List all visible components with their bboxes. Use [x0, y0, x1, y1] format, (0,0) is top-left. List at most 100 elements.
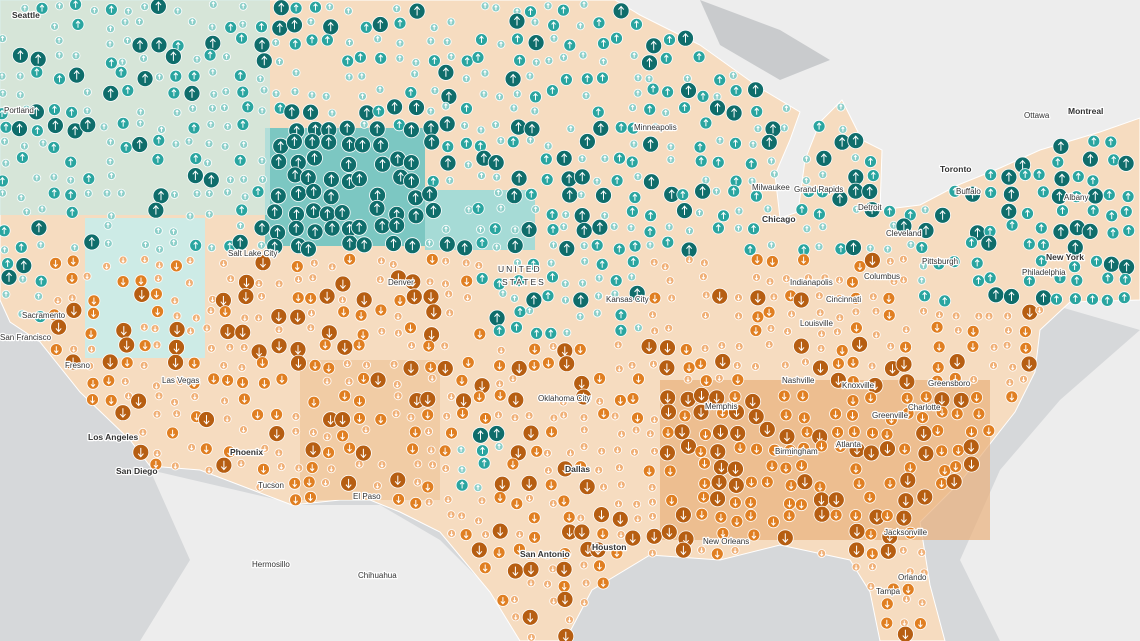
marker	[308, 428, 318, 437]
city-label: Seattle	[12, 10, 40, 20]
marker	[170, 296, 180, 306]
marker	[175, 377, 185, 387]
marker-arrow	[108, 139, 113, 145]
marker	[1034, 221, 1048, 235]
marker-arrow	[751, 141, 755, 147]
marker	[274, 325, 284, 335]
marker-arrow	[2, 138, 7, 144]
marker	[812, 119, 826, 133]
marker-arrow	[713, 393, 720, 404]
city-label: San Antonio	[520, 549, 570, 559]
marker-arrow	[595, 108, 601, 116]
marker-arrow	[754, 107, 760, 115]
city-label: Chihuahua	[358, 571, 397, 580]
marker	[64, 155, 78, 169]
marker	[460, 54, 474, 68]
marker-arrow	[534, 59, 538, 65]
marker-arrow	[800, 392, 806, 400]
marker-arrow	[904, 394, 910, 403]
marker	[274, 279, 284, 289]
marker	[225, 342, 235, 352]
marker	[309, 0, 322, 14]
marker-arrow	[629, 157, 635, 166]
marker	[235, 203, 249, 217]
marker-arrow	[262, 379, 267, 388]
marker	[521, 608, 539, 626]
marker	[253, 219, 271, 237]
marker-arrow	[613, 276, 619, 284]
marker-arrow	[139, 109, 143, 115]
marker	[479, 411, 492, 425]
marker-arrow	[954, 357, 961, 367]
marker-arrow	[596, 222, 603, 232]
marker-arrow	[1075, 172, 1081, 180]
marker	[902, 594, 911, 604]
marker-arrow	[936, 259, 942, 268]
marker	[34, 291, 43, 301]
marker-arrow	[653, 124, 658, 130]
marker-arrow	[804, 177, 808, 183]
marker-arrow	[52, 120, 59, 130]
marker	[969, 375, 979, 384]
marker-arrow	[275, 312, 282, 322]
marker	[762, 305, 776, 319]
marker-arrow	[109, 172, 114, 178]
marker-arrow	[85, 89, 90, 95]
marker	[493, 188, 503, 198]
marker	[368, 199, 386, 217]
marker	[658, 359, 676, 377]
marker	[555, 149, 573, 167]
marker	[83, 233, 101, 251]
marker-arrow	[339, 415, 346, 425]
marker	[579, 425, 589, 435]
marker-arrow	[444, 226, 448, 232]
marker	[120, 356, 134, 370]
marker-arrow	[1, 90, 5, 96]
marker-arrow	[325, 35, 330, 44]
marker	[373, 34, 383, 44]
marker-arrow	[478, 226, 483, 232]
marker-arrow	[545, 291, 551, 300]
marker-arrow	[636, 74, 640, 81]
marker-arrow	[551, 242, 556, 248]
marker	[119, 141, 133, 154]
marker-arrow	[462, 122, 467, 128]
marker-arrow	[618, 123, 624, 131]
marker	[676, 188, 690, 202]
marker-arrow	[408, 157, 415, 168]
marker-arrow	[498, 381, 502, 387]
marker	[505, 187, 523, 205]
marker	[715, 135, 725, 145]
marker	[579, 241, 589, 251]
marker	[169, 259, 183, 273]
marker	[835, 275, 844, 285]
marker-arrow	[361, 239, 368, 250]
marker	[930, 374, 944, 388]
marker-arrow	[460, 396, 467, 407]
marker	[642, 464, 656, 478]
marker-arrow	[479, 127, 483, 133]
marker-arrow	[0, 109, 5, 117]
marker	[512, 274, 526, 288]
marker-arrow	[835, 329, 840, 335]
marker	[353, 50, 367, 64]
marker-arrow	[1011, 365, 1015, 371]
marker	[507, 562, 524, 580]
marker-arrow	[801, 256, 806, 264]
marker-arrow	[430, 177, 436, 185]
marker	[581, 578, 591, 588]
marker	[750, 105, 764, 118]
marker	[679, 343, 693, 356]
marker	[597, 407, 611, 421]
marker	[543, 448, 552, 458]
marker-arrow	[603, 155, 607, 161]
marker-arrow	[530, 294, 537, 305]
marker-arrow	[886, 311, 892, 320]
marker	[406, 412, 416, 422]
marker	[87, 294, 101, 308]
marker-arrow	[528, 7, 533, 15]
marker	[965, 425, 978, 439]
marker	[1086, 174, 1100, 188]
marker-arrow	[499, 137, 503, 143]
marker-arrow	[803, 359, 808, 365]
